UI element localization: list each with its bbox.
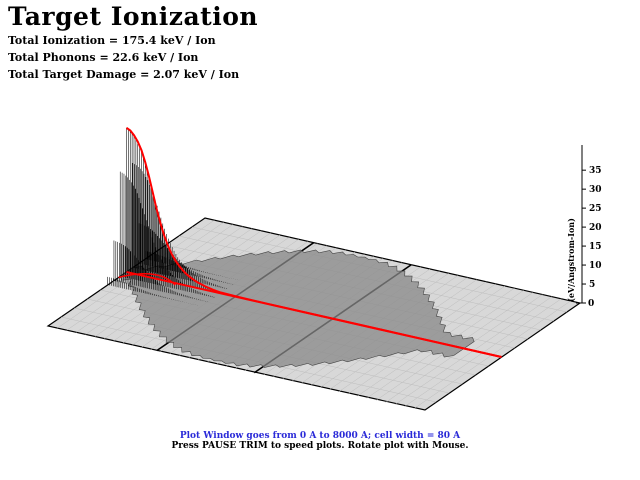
ionization-curve-group [118, 126, 502, 358]
y-tick-label: 5 [589, 280, 595, 290]
y-tick-label: 20 [589, 223, 602, 233]
y-tick-label: 35 [589, 166, 602, 176]
y-tick-label: 0 [588, 299, 594, 309]
ion-lateral-curve [118, 273, 176, 286]
ionization-wireframe [107, 127, 240, 307]
y-tick-label: 25 [589, 204, 602, 214]
total-ionization-stat: Total Ionization = 175.4 keV / Ion [8, 34, 216, 47]
ion-axis-line [126, 271, 502, 358]
total-target-damage-stat: Total Target Damage = 2.07 keV / Ion [8, 68, 240, 81]
total-phonons-stat: Total Phonons = 22.6 keV / Ion [8, 51, 199, 64]
y-tick-label: 10 [589, 261, 602, 271]
plot-window-note: Plot Window goes from 0 A to 8000 A; cel… [179, 431, 461, 441]
page-title: Target Ionization [8, 2, 259, 31]
y-tick-label: 15 [589, 242, 602, 252]
y-axis: 0 5 10 15 20 25 30 35 [576, 145, 602, 309]
lateral-spread-area [119, 249, 475, 368]
pause-rotate-hint: Press PAUSE TRIM to speed plots. Rotate … [171, 441, 469, 451]
y-tick-label: 30 [589, 185, 602, 195]
y-axis-label: (eV/Angstrom-Ion) [566, 218, 576, 302]
ionization-surface [119, 249, 475, 368]
